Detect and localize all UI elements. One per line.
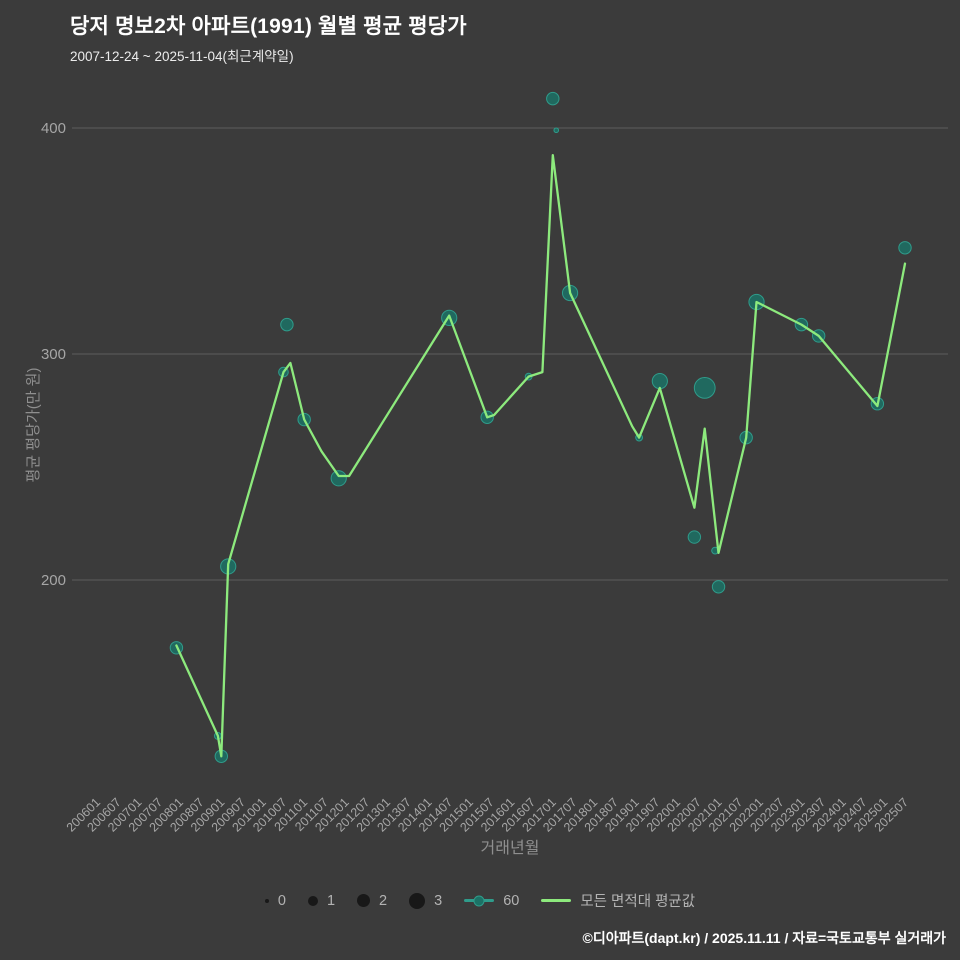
- scatter-points: [169, 91, 912, 763]
- teal-line-marker-icon: [464, 899, 495, 902]
- legend-bubble-size-1[interactable]: 1: [307, 892, 336, 909]
- legend-bubble-size-3[interactable]: 3: [409, 892, 443, 909]
- bubble-size-1-icon: [307, 895, 318, 906]
- legend-series-average[interactable]: 모든 면적대 평균값: [541, 890, 695, 911]
- price-line-chart: 200 300 400 2006012006072007012007072008012…: [25, 91, 948, 857]
- data-point: [546, 91, 560, 106]
- data-point: [330, 470, 347, 487]
- data-point: [711, 580, 726, 594]
- data-point: [651, 373, 668, 390]
- x-tick-labels: 2006012006072007012007072008012008072009…: [64, 795, 911, 834]
- data-point: [280, 317, 294, 332]
- legend-series-average-label: 모든 면적대 평균값: [580, 894, 696, 910]
- gridlines: 200 300 400: [41, 120, 948, 589]
- bubble-size-0-icon: [264, 898, 269, 903]
- bubble-size-2-icon: [357, 894, 371, 907]
- legend-bubble-size-1-label: 1: [326, 892, 336, 909]
- legend-bubble-size-3-label: 3: [434, 892, 443, 909]
- y-axis-title: 평균 평당가(만 원): [25, 368, 42, 483]
- average-line: [175, 153, 907, 758]
- chart-title: 당저 명보2차 아파트(1991) 월별 평균 평당가: [70, 15, 467, 38]
- y-tick-label: 300: [41, 346, 66, 363]
- chart-subtitle: 2007-12-24 ~ 2025-11-04(최근계약일): [70, 49, 294, 64]
- y-tick-label: 400: [41, 120, 66, 137]
- bubble-size-3-icon: [409, 892, 426, 909]
- data-point: [693, 377, 716, 399]
- legend-bubble-size-2[interactable]: 2: [357, 893, 387, 909]
- x-axis-title: 거래년월: [481, 839, 540, 857]
- legend-series-60[interactable]: 60: [464, 893, 519, 909]
- legend-bubble-size-0[interactable]: 0: [264, 892, 286, 909]
- footer-credit: ©디아파트(dapt.kr) / 2025.11.11 / 자료=국토교통부 실…: [582, 930, 946, 946]
- y-tick-label: 200: [41, 572, 66, 589]
- legend-series-60-label: 60: [503, 892, 520, 909]
- green-line-icon: [541, 899, 572, 902]
- data-point: [687, 530, 702, 544]
- legend-bubble-size-0-label: 0: [277, 892, 286, 909]
- data-point: [898, 241, 912, 255]
- chart-legend: 0 1 2 3 60 모든 면적대 평균값: [0, 890, 960, 911]
- data-point: [553, 127, 560, 134]
- legend-bubble-size-2-label: 2: [379, 892, 388, 909]
